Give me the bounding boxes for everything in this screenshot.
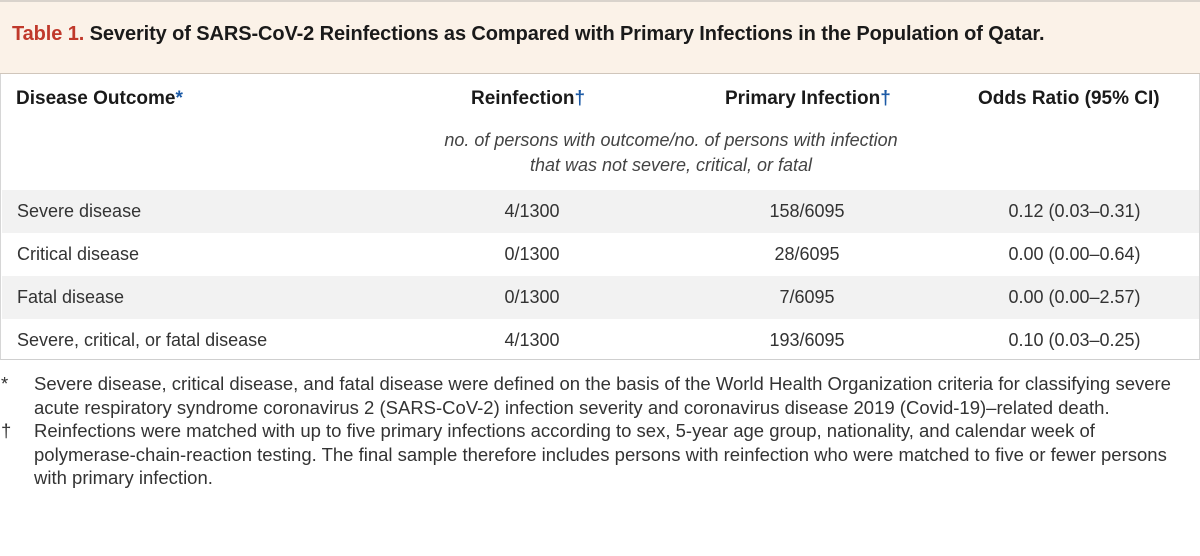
footnote: * Severe disease, critical disease, and … xyxy=(0,372,1200,419)
footnote-mark: † xyxy=(1,420,12,441)
table-number: Table 1. xyxy=(12,23,85,45)
table-title-text: Severity of SARS-CoV-2 Reinfections as C… xyxy=(89,23,1045,45)
column-header-primary-label: Primary Infection xyxy=(725,88,881,109)
cell-primary: 158/6095 xyxy=(769,201,845,221)
column-header-outcome-label: Disease Outcome xyxy=(16,88,176,109)
table-row: Fatal disease 0/1300 7/6095 0.00 (0.00–2… xyxy=(2,276,1199,319)
cell-reinfection: 0/1300 xyxy=(504,287,560,307)
column-header-odds-ratio: Odds Ratio (95% CI) xyxy=(978,88,1160,109)
units-line-2: that was not severe, critical, or fatal xyxy=(529,155,813,175)
cell-outcome: Severe disease xyxy=(17,201,142,221)
column-header-reinfection: Reinfection† xyxy=(471,88,585,110)
cell-outcome: Critical disease xyxy=(17,244,140,264)
footnote-text: Severe disease, critical disease, and fa… xyxy=(34,373,1171,418)
footnote: † Reinfections were matched with up to f… xyxy=(0,419,1200,490)
cell-reinfection: 4/1300 xyxy=(504,330,560,350)
table-row: Critical disease 0/1300 28/6095 0.00 (0.… xyxy=(2,233,1199,276)
column-header-outcome: Disease Outcome* xyxy=(16,88,183,110)
cell-outcome: Severe, critical, or fatal disease xyxy=(17,330,268,350)
cell-primary: 7/6095 xyxy=(779,287,835,307)
cell-primary: 28/6095 xyxy=(774,244,840,264)
column-header-primary: Primary Infection† xyxy=(725,88,891,110)
column-header-reinfection-label: Reinfection xyxy=(471,88,575,109)
cell-reinfection: 4/1300 xyxy=(504,201,560,221)
cell-odds-ratio: 0.00 (0.00–2.57) xyxy=(1008,287,1141,307)
footnote-text: Reinfections were matched with up to fiv… xyxy=(34,420,1167,488)
data-table: Disease Outcome* Reinfection† Primary In… xyxy=(0,74,1200,360)
cell-outcome: Fatal disease xyxy=(17,287,125,307)
table-row: Severe disease 4/1300 158/6095 0.12 (0.0… xyxy=(2,190,1199,233)
cell-odds-ratio: 0.12 (0.03–0.31) xyxy=(1008,201,1141,221)
table-row: Severe, critical, or fatal disease 4/130… xyxy=(2,319,1199,362)
table-title: Table 1. Severity of SARS-CoV-2 Reinfect… xyxy=(12,23,1045,46)
footnote-ref-star: * xyxy=(175,88,183,109)
cell-odds-ratio: 0.00 (0.00–0.64) xyxy=(1008,244,1141,264)
units-subheader: no. of persons with outcome/no. of perso… xyxy=(401,128,941,178)
footnote-ref-dagger: † xyxy=(880,88,891,109)
footnote-mark: * xyxy=(1,373,9,394)
cell-odds-ratio: 0.10 (0.03–0.25) xyxy=(1008,330,1141,350)
footnotes: * Severe disease, critical disease, and … xyxy=(0,372,1200,490)
units-line-1: no. of persons with outcome/no. of perso… xyxy=(444,130,898,150)
cell-primary: 193/6095 xyxy=(769,330,845,350)
cell-reinfection: 0/1300 xyxy=(504,244,560,264)
table-title-bar: Table 1. Severity of SARS-CoV-2 Reinfect… xyxy=(0,0,1200,74)
footnote-ref-dagger: † xyxy=(574,88,586,109)
